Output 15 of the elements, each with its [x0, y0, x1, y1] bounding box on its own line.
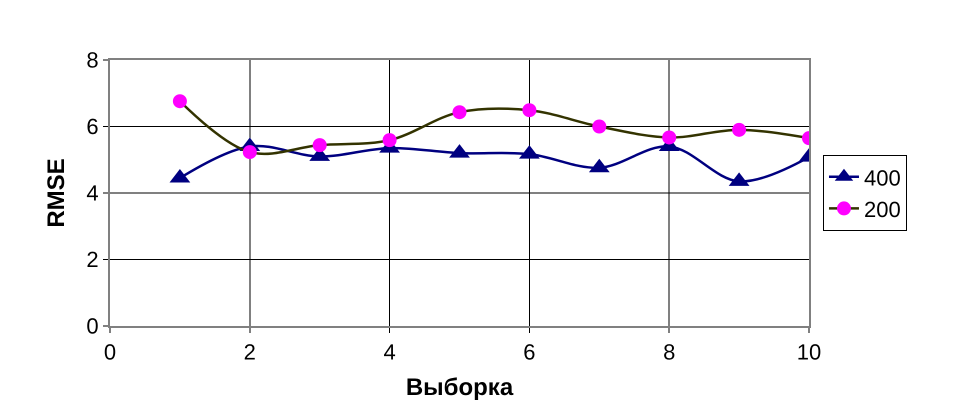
x-tick-label: 0 [104, 339, 116, 364]
y-tick-label: 4 [86, 180, 99, 206]
legend-label: 200 [864, 196, 901, 222]
x-tick-label: 10 [796, 339, 822, 364]
y-tick-label: 6 [86, 114, 99, 140]
legend-label: 400 [864, 165, 901, 190]
x-tick-label: 2 [244, 339, 256, 364]
y-tick-label: 8 [86, 48, 99, 73]
x-tick-label: 8 [663, 339, 676, 364]
y-tick-label: 2 [86, 247, 99, 272]
y-tick-label: 0 [86, 314, 99, 339]
y-axis-title: RMSE [42, 158, 70, 228]
x-tick-label: 6 [523, 339, 536, 364]
x-tick-label: 4 [383, 339, 396, 364]
x-axis-title: Выборка [406, 374, 514, 402]
